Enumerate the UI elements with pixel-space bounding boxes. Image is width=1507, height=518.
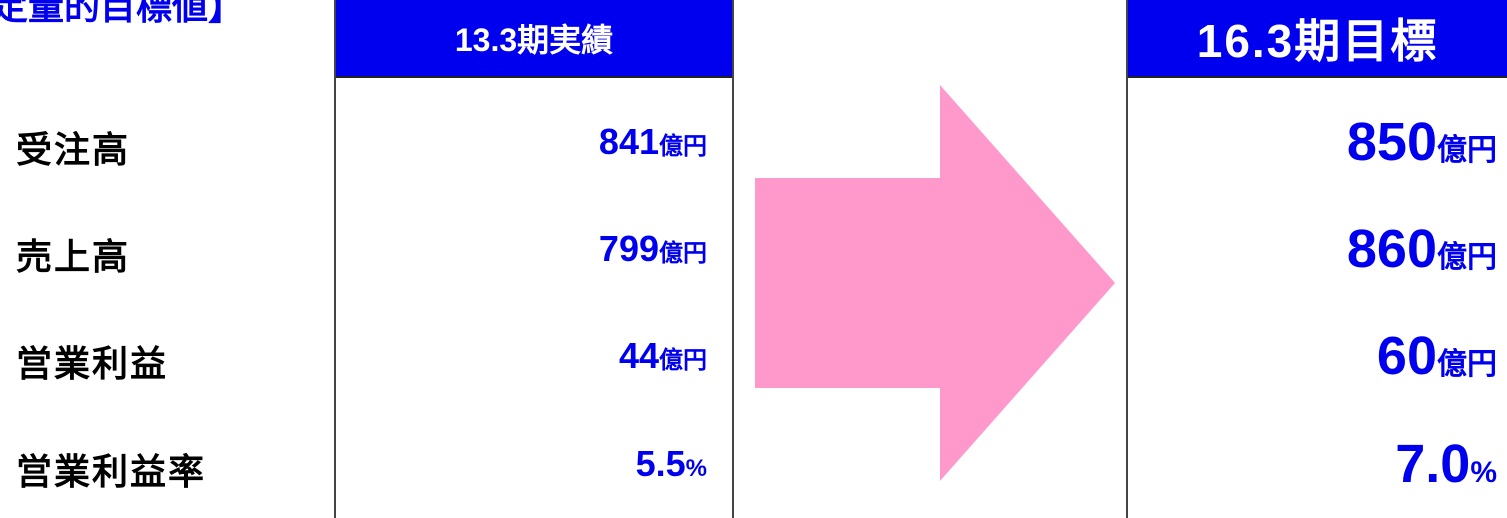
target-column [1126, 0, 1507, 518]
number: 850 [1346, 112, 1437, 172]
target-header: 16.3期目標 [1128, 0, 1507, 78]
actual-value: 44億円 [619, 335, 707, 377]
unit: 億円 [659, 347, 707, 374]
number: 44 [618, 335, 659, 376]
unit: 億円 [659, 133, 707, 160]
actual-value: 799億円 [599, 228, 707, 270]
row-label: 営業利益 [16, 343, 169, 384]
row-label: 営業利益率 [16, 451, 207, 492]
actual-value: 5.5% [636, 443, 707, 485]
arrow-shape [755, 85, 1115, 481]
target-value: 860億円 [1347, 218, 1497, 280]
row-label: 売上高 [16, 236, 131, 277]
unit: % [685, 455, 707, 482]
actual-column [334, 0, 734, 518]
unit: 億円 [659, 240, 707, 267]
number: 799 [598, 228, 659, 269]
number: 7.0 [1395, 434, 1471, 494]
target-value: 60億円 [1377, 325, 1497, 387]
number: 860 [1346, 219, 1437, 279]
actual-value: 841億円 [599, 121, 707, 163]
unit: % [1470, 456, 1497, 489]
target-value: 7.0% [1395, 433, 1497, 495]
actual-header: 13.3期実績 [336, 0, 732, 78]
number: 841 [598, 121, 659, 162]
row-label: 受注高 [16, 129, 131, 170]
number: 60 [1376, 326, 1437, 386]
number: 5.5 [635, 443, 686, 484]
unit: 億円 [1437, 241, 1497, 274]
title: 定量的目標値】 [0, 0, 245, 27]
unit: 億円 [1437, 134, 1497, 167]
target-value: 850億円 [1347, 111, 1497, 173]
unit: 億円 [1437, 348, 1497, 381]
